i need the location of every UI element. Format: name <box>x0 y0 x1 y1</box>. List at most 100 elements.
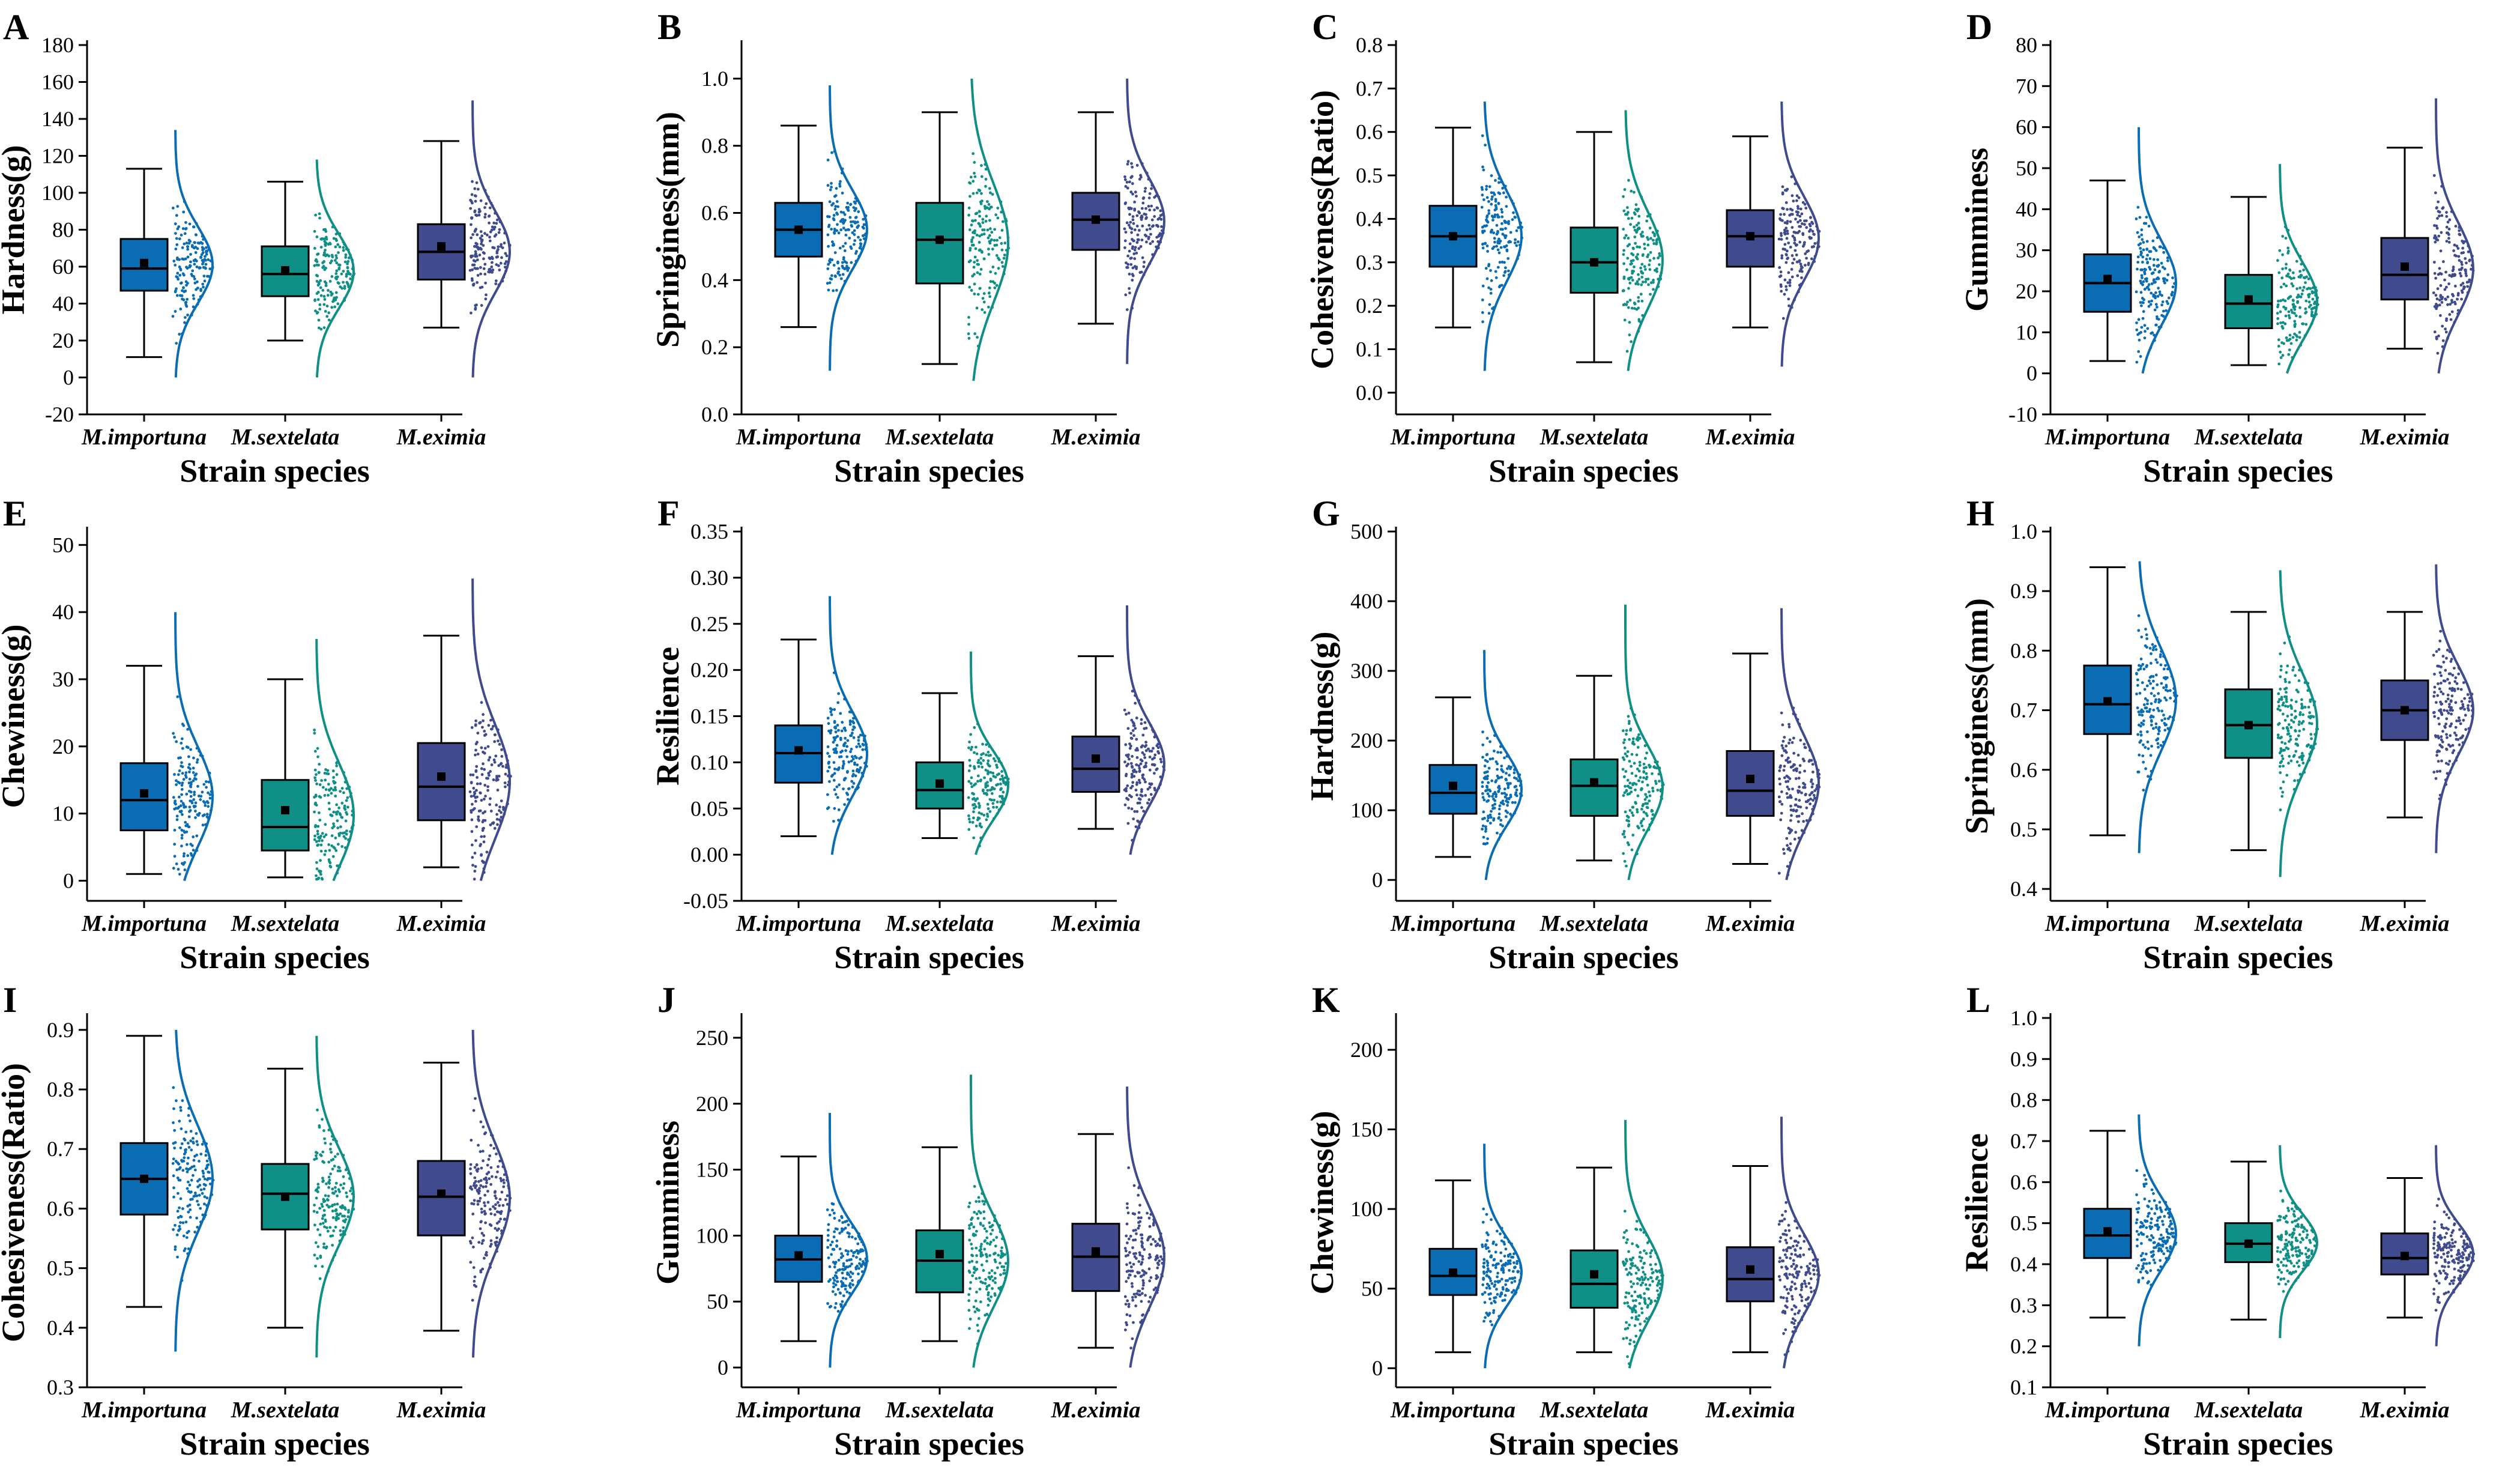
data-point <box>1778 266 1781 269</box>
data-point <box>187 1247 190 1250</box>
data-point <box>1129 256 1132 260</box>
data-point <box>971 274 974 278</box>
data-point <box>2450 298 2453 302</box>
data-point <box>2287 723 2291 726</box>
data-point <box>321 261 324 264</box>
data-point <box>975 752 979 756</box>
data-point <box>334 1209 337 1213</box>
data-point <box>202 1175 205 1178</box>
data-point <box>1137 247 1141 250</box>
data-point <box>1490 191 1493 195</box>
data-point <box>2289 277 2293 280</box>
data-point <box>479 1196 482 1200</box>
data-point <box>489 810 493 813</box>
data-point <box>342 1154 345 1157</box>
data-point <box>999 200 1003 204</box>
data-point <box>976 259 979 262</box>
data-point <box>2465 261 2468 265</box>
data-point <box>1791 261 1795 265</box>
data-point <box>1500 765 1503 768</box>
data-point <box>2292 306 2295 309</box>
data-point <box>1622 741 1625 745</box>
data-point <box>2147 304 2151 308</box>
data-point <box>844 241 847 245</box>
data-point <box>984 220 988 223</box>
data-point <box>502 806 505 810</box>
y-tick-label: 100 <box>1350 798 1383 822</box>
data-point <box>1503 184 1507 188</box>
data-point <box>193 1194 196 1198</box>
data-point <box>1799 267 1803 271</box>
mean-marker <box>2244 295 2253 304</box>
data-point <box>853 229 856 232</box>
data-point <box>2446 649 2449 652</box>
data-point <box>2170 294 2174 297</box>
data-point <box>1782 847 1785 851</box>
data-point <box>175 814 179 818</box>
data-point <box>479 272 482 276</box>
data-point <box>325 1226 328 1229</box>
data-point <box>1790 741 1794 744</box>
data-point <box>978 248 982 252</box>
data-point <box>1808 229 1811 233</box>
data-point <box>473 794 476 798</box>
data-point <box>194 816 197 819</box>
mean-marker <box>1746 774 1754 783</box>
data-point <box>835 744 839 747</box>
data-point <box>853 233 856 236</box>
data-point <box>2137 350 2141 353</box>
data-point <box>2303 276 2307 279</box>
data-point <box>1496 774 1499 778</box>
y-tick-label: 160 <box>41 70 74 94</box>
data-point <box>1509 813 1512 816</box>
data-point <box>2444 762 2448 765</box>
data-point <box>1796 207 1800 210</box>
data-point <box>1144 207 1147 210</box>
data-point <box>2162 686 2166 689</box>
data-point <box>1627 306 1630 309</box>
mean-marker <box>1590 258 1598 267</box>
data-point <box>1131 838 1134 842</box>
data-point <box>1780 711 1783 715</box>
data-point <box>2454 676 2458 679</box>
data-point <box>2162 741 2165 744</box>
data-point <box>1494 276 1498 279</box>
data-point <box>351 825 354 829</box>
data-point <box>983 205 987 208</box>
data-point <box>2157 326 2161 329</box>
data-point <box>325 315 329 318</box>
data-point <box>2447 237 2450 240</box>
data-point <box>975 234 979 237</box>
data-point <box>2139 709 2143 713</box>
data-point <box>198 267 201 270</box>
data-point <box>342 246 345 249</box>
data-point <box>336 819 339 822</box>
data-point <box>180 844 183 848</box>
data-point <box>981 765 984 769</box>
data-point <box>1135 214 1139 217</box>
density-curve <box>2435 564 2475 853</box>
data-point <box>1639 292 1643 296</box>
data-point <box>207 1202 211 1205</box>
data-point <box>1492 817 1496 820</box>
data-point <box>1636 209 1639 213</box>
data-point <box>497 245 500 249</box>
data-point <box>858 768 861 772</box>
y-tick-label: 50 <box>2016 156 2037 180</box>
data-point <box>1634 788 1637 792</box>
data-point <box>471 856 474 859</box>
data-point <box>2160 709 2164 713</box>
data-point <box>1488 740 1492 744</box>
density-curve <box>174 130 214 378</box>
data-point <box>344 1218 348 1221</box>
data-point <box>1499 228 1503 231</box>
data-point <box>1637 226 1641 230</box>
data-point <box>1162 768 1166 772</box>
data-point <box>1790 268 1793 271</box>
data-point <box>2438 210 2441 214</box>
data-point <box>204 259 207 262</box>
data-point <box>1631 270 1634 273</box>
data-point <box>1158 783 1162 787</box>
data-point <box>326 1229 330 1233</box>
data-point <box>967 780 971 783</box>
